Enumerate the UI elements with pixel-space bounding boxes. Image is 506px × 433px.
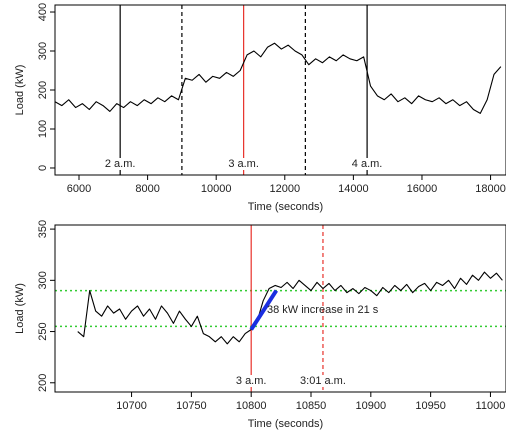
plot-area: [55, 225, 506, 392]
x-tick-label: 10950: [415, 400, 446, 412]
plot-frame: [54, 4, 506, 176]
y-tick-label: 200: [37, 81, 49, 99]
x-tick-label: 6000: [67, 183, 91, 195]
y-tick-label: 200: [37, 374, 49, 392]
x-tick-label: 8000: [135, 183, 159, 195]
x-axis-label: Time (seconds): [248, 201, 323, 213]
y-tick-label: 300: [37, 271, 49, 289]
x-tick-label: 18000: [475, 183, 506, 195]
data-line: [77, 271, 503, 345]
x-tick-label: 14000: [338, 183, 369, 195]
y-tick-label: 350: [37, 220, 49, 238]
label-bg: [302, 375, 343, 387]
label-bg: [347, 158, 388, 170]
x-tick-label: 10750: [176, 400, 207, 412]
y-tick-label: 300: [37, 42, 49, 60]
y-axis-label: Load (kW): [14, 283, 26, 334]
data-line: [55, 42, 502, 114]
x-tick-label: 10900: [356, 400, 387, 412]
y-tick-label: 100: [37, 120, 49, 138]
x-tick-label: 12000: [269, 183, 300, 195]
data-line: [249, 289, 278, 331]
x-tick-label: 10700: [116, 400, 147, 412]
x-tick-label: 10850: [296, 400, 327, 412]
x-tick-label: 11000: [476, 400, 506, 412]
y-tick-label: 400: [37, 3, 49, 21]
annotation: 38 kW increase in 21 s: [267, 304, 379, 316]
label-bg: [231, 375, 272, 387]
time-marker-label: 3:01 a.m.: [300, 375, 346, 387]
x-tick-label: 10800: [236, 400, 267, 412]
label-bg: [100, 158, 141, 170]
time-marker-label: 2 a.m.: [105, 158, 136, 170]
y-axis-label: Load (kW): [14, 65, 26, 116]
plot-frame: [54, 224, 506, 393]
y-tick-label: 250: [37, 322, 49, 340]
x-tick-label: 10000: [201, 183, 232, 195]
y-tick-label: 0: [37, 165, 49, 171]
plot-area: [55, 5, 502, 175]
time-marker-label: 3 a.m.: [236, 375, 267, 387]
x-tick-label: 16000: [407, 183, 438, 195]
time-marker-label: 3 a.m.: [228, 158, 259, 170]
x-axis-label: Time (seconds): [248, 418, 323, 430]
label-bg: [223, 158, 264, 170]
time-marker-label: 4 a.m.: [352, 158, 383, 170]
